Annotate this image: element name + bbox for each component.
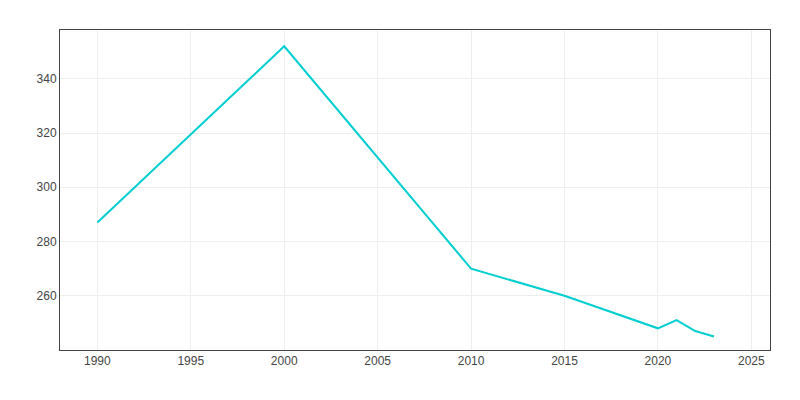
svg-text:280: 280	[37, 235, 57, 249]
svg-text:2010: 2010	[458, 354, 485, 368]
svg-text:1995: 1995	[177, 354, 204, 368]
svg-text:260: 260	[37, 289, 57, 303]
svg-text:2015: 2015	[551, 354, 578, 368]
svg-text:320: 320	[37, 126, 57, 140]
svg-text:340: 340	[37, 72, 57, 86]
svg-text:2005: 2005	[364, 354, 391, 368]
svg-text:2020: 2020	[645, 354, 672, 368]
svg-text:300: 300	[37, 180, 57, 194]
svg-text:2000: 2000	[271, 354, 298, 368]
svg-text:1990: 1990	[84, 354, 111, 368]
svg-text:2025: 2025	[738, 354, 765, 368]
